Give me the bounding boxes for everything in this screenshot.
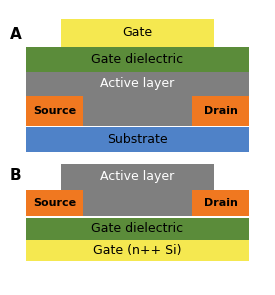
Bar [61, 19, 214, 47]
Bar [192, 96, 249, 126]
Bar [26, 218, 249, 240]
Bar [192, 190, 249, 216]
Bar [26, 96, 83, 126]
Text: Gate (n++ Si): Gate (n++ Si) [93, 244, 182, 257]
Text: Gate dielectric: Gate dielectric [91, 222, 183, 235]
Bar [61, 163, 214, 190]
Bar [26, 240, 249, 261]
Text: B: B [10, 168, 21, 183]
Bar [26, 47, 249, 71]
Text: Substrate: Substrate [107, 133, 168, 146]
Text: Source: Source [33, 198, 76, 208]
Bar [26, 190, 83, 216]
Text: Drain: Drain [204, 198, 238, 208]
Text: Source: Source [33, 106, 76, 116]
Text: Active layer: Active layer [100, 170, 175, 183]
Bar [26, 96, 249, 126]
Text: Gate dielectric: Gate dielectric [91, 53, 183, 65]
Text: Gate: Gate [122, 26, 153, 39]
Text: Active layer: Active layer [100, 78, 175, 91]
Bar [61, 190, 214, 216]
Bar [26, 127, 249, 152]
Bar [26, 71, 249, 96]
Text: A: A [10, 27, 21, 42]
Text: Drain: Drain [204, 106, 238, 116]
